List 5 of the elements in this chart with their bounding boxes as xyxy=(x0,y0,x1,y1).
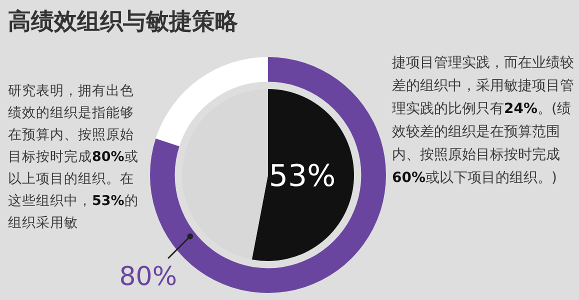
text: 研究表明，拥有出色绩效的组织是指能够在预算内、按照原始目标按时完成80%或以上项目的组织。在这些组织中，53%的组织采用敏 xyxy=(8,83,138,231)
chart-title: 高绩效组织与敏捷策略 xyxy=(8,8,238,37)
data-label: 80% xyxy=(119,262,178,292)
text: 捷项目管理实践，而在业绩较差的组织中，采用敏捷项目管理实践的比例只有24%。(绩效较差的组织是在预算范围内、按照原始目标按时完成60%或以下项目的组织。) xyxy=(392,55,574,186)
data-label: 53% xyxy=(268,159,336,194)
